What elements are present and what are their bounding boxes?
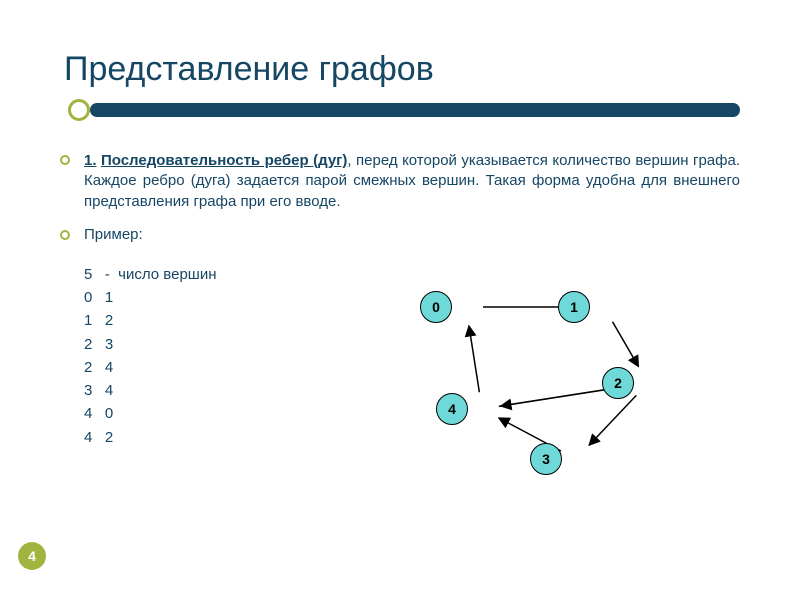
graph-node: 3 [530,443,562,475]
edge-list-row: 4 0 [84,402,340,425]
example-label: Пример: [84,226,143,243]
method-number: 1. [84,152,97,169]
edge-list-header: 5 - число вершин [84,263,340,286]
edge-list: 5 - число вершин 0 1 1 2 2 3 2 4 3 4 4 0… [60,263,340,483]
example-body: 5 - число вершин 0 1 1 2 2 3 2 4 3 4 4 0… [60,263,740,483]
graph-node: 2 [602,367,634,399]
method-description-row: 1. Последовательность ребер (дуг), перед… [60,151,740,212]
graph-diagram: 0 1 2 3 4 [340,263,740,483]
method-name: Последовательность ребер (дуг) [101,152,347,169]
title-divider [60,103,740,125]
edge-list-row: 2 4 [84,356,340,379]
edge-list-row: 0 1 [84,286,340,309]
graph-node: 0 [420,291,452,323]
example-label-row: Пример: [60,226,740,243]
page-number: 4 [28,548,36,564]
edge-list-row: 3 4 [84,379,340,402]
graph-node: 1 [558,291,590,323]
edge-list-row: 2 3 [84,333,340,356]
page-number-badge: 4 [18,542,46,570]
bullet-icon [60,155,70,165]
graph-node: 4 [436,393,468,425]
edge-list-row: 4 2 [84,426,340,449]
edge-list-row: 1 2 [84,309,340,332]
bullet-icon [60,230,70,240]
page-title: Представление графов [60,50,740,89]
slide: Представление графов 1. Последовательнос… [0,0,800,600]
content-area: 1. Последовательность ребер (дуг), перед… [60,151,740,483]
